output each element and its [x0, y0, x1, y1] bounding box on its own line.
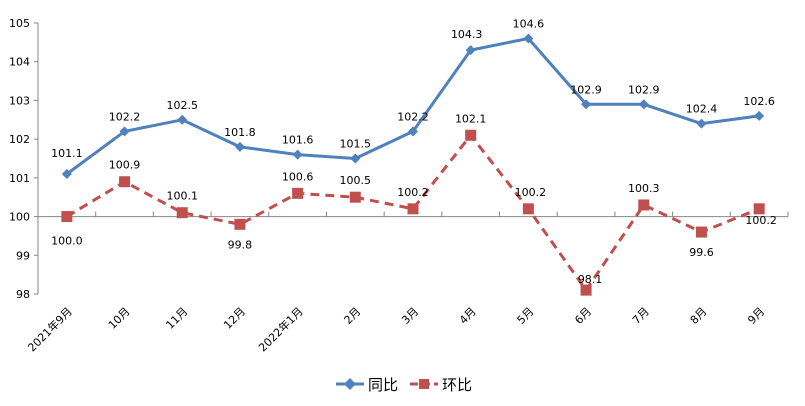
diamond-marker-icon — [465, 45, 476, 56]
data-label: 102.9 — [628, 83, 660, 96]
y-tick-label: 98 — [16, 288, 30, 301]
x-tick-label: 4月 — [457, 305, 479, 327]
square-marker-icon — [638, 199, 650, 211]
data-label: 100.5 — [340, 174, 372, 187]
data-label: 100.1 — [166, 190, 198, 203]
y-tick-label: 104 — [9, 56, 30, 69]
diamond-marker-icon — [350, 153, 361, 164]
legend: 同比 环比 — [336, 376, 472, 394]
data-label: 100.6 — [282, 170, 314, 183]
x-tick-label: 9月 — [745, 305, 767, 327]
y-tick-label: 99 — [16, 249, 30, 262]
x-tick-label: 2月 — [342, 305, 364, 327]
data-labels: 101.1 102.2 102.5 101.8 101.6 101.5 102.2 104.3… — [51, 17, 777, 286]
data-label: 101.1 — [51, 147, 83, 160]
diamond-marker-icon — [696, 118, 707, 129]
data-label: 98.1 — [578, 273, 603, 286]
data-label: 102.5 — [166, 99, 198, 112]
diamond-marker-icon — [61, 168, 72, 179]
data-label: 102.6 — [743, 95, 775, 108]
square-marker-icon — [695, 226, 707, 238]
y-axis: 98 99 100 101 102 103 104 105 — [9, 17, 39, 301]
data-label: 102.1 — [455, 112, 487, 125]
series-layer — [61, 33, 765, 296]
data-label: 100.3 — [628, 182, 660, 195]
x-tick-label: 2021年9月 — [25, 304, 75, 354]
legend-item-mom[interactable]: 环比 — [410, 376, 472, 394]
square-marker-icon — [176, 207, 188, 219]
square-marker-icon — [61, 211, 73, 223]
diamond-marker-icon — [581, 99, 592, 110]
data-label: 100.2 — [515, 186, 547, 199]
data-label: 104.3 — [451, 28, 483, 41]
legend-label-mom: 环比 — [442, 376, 472, 394]
x-tick-label: 3月 — [399, 305, 421, 327]
diamond-marker-icon — [234, 141, 245, 152]
legend-item-yoy[interactable]: 同比 — [336, 376, 398, 394]
square-marker-icon — [119, 176, 131, 188]
square-marker-icon — [522, 203, 534, 215]
diamond-marker-icon — [292, 149, 303, 160]
x-axis: 2021年9月 10月 11月 12月 2022年1月 2月 3月 4月 5月 6月 7月 8月 9月 — [25, 211, 789, 354]
data-label: 102.2 — [397, 110, 429, 123]
data-label: 102.9 — [570, 83, 602, 96]
diamond-marker-icon — [344, 378, 356, 390]
data-label: 101.8 — [224, 126, 256, 139]
data-label: 100.9 — [109, 159, 141, 172]
square-marker-icon — [349, 191, 361, 203]
x-tick-label: 2022年1月 — [256, 304, 306, 354]
square-marker-icon — [753, 203, 765, 215]
diamond-marker-icon — [408, 126, 418, 137]
square-marker-icon — [465, 129, 477, 141]
data-label: 101.5 — [340, 138, 372, 151]
diamond-marker-icon — [638, 99, 649, 110]
data-label: 102.2 — [109, 110, 141, 123]
diamond-marker-icon — [754, 110, 765, 121]
y-tick-label: 102 — [9, 133, 30, 146]
data-label: 101.6 — [282, 134, 314, 147]
x-tick-label: 7月 — [630, 305, 652, 327]
data-label: 102.4 — [686, 103, 718, 116]
diamond-marker-icon — [523, 33, 534, 44]
y-tick-label: 101 — [9, 172, 30, 185]
x-tick-label: 6月 — [572, 305, 594, 327]
y-tick-label: 103 — [9, 94, 30, 107]
y-tick-label: 100 — [9, 211, 30, 224]
data-label: 100.2 — [397, 186, 429, 199]
data-label: 100.0 — [51, 235, 83, 248]
data-label: 99.6 — [689, 246, 714, 259]
legend-label-yoy: 同比 — [368, 376, 398, 394]
data-label: 100.2 — [745, 214, 777, 227]
x-tick-label: 10月 — [106, 305, 133, 332]
diamond-marker-icon — [177, 114, 188, 125]
square-marker-icon — [419, 379, 429, 389]
data-label: 99.8 — [228, 238, 253, 251]
square-marker-icon — [407, 203, 419, 215]
diamond-marker-icon — [119, 126, 130, 137]
x-tick-label: 8月 — [688, 305, 710, 327]
square-marker-icon — [292, 187, 304, 199]
x-tick-label: 5月 — [515, 305, 537, 327]
x-tick-label: 12月 — [221, 305, 248, 332]
x-tick-label: 11月 — [163, 305, 190, 332]
square-marker-icon — [234, 218, 246, 230]
y-tick-label: 105 — [9, 17, 30, 30]
data-label: 104.6 — [513, 17, 545, 30]
square-marker-icon — [580, 284, 592, 296]
